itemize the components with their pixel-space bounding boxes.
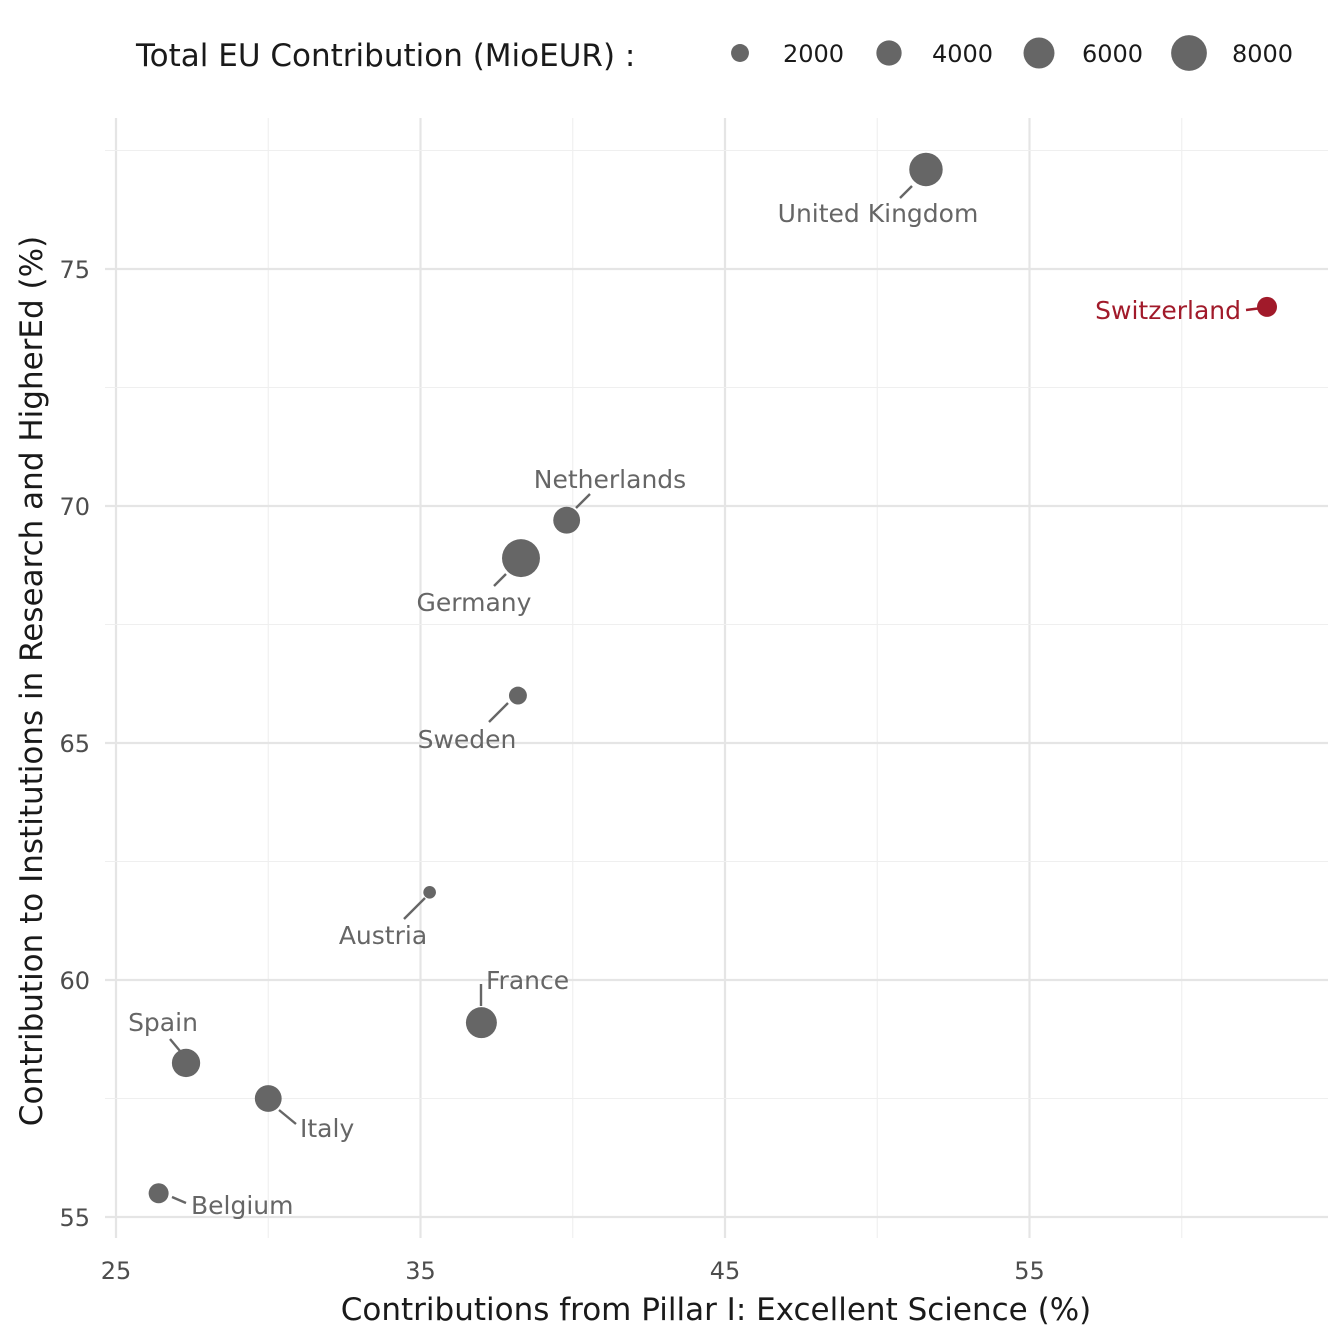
- legend-size-label: 4000: [932, 40, 993, 68]
- legend-size-key: [731, 44, 749, 62]
- x-tick-label: 45: [710, 1257, 741, 1285]
- x-axis-title: Contributions from Pillar I: Excellent S…: [341, 1292, 1092, 1328]
- point-label: Italy: [300, 1114, 354, 1143]
- label-leader-line: [488, 702, 509, 723]
- y-tick-label: 70: [59, 493, 90, 521]
- grid: [105, 118, 1328, 1238]
- data-point: [553, 506, 581, 534]
- data-point: [254, 1085, 282, 1112]
- legend-size-key: [1023, 37, 1055, 69]
- label-leader-line: [278, 1109, 297, 1125]
- x-tick-label: 35: [405, 1257, 436, 1285]
- y-tick-label: 55: [59, 1204, 90, 1232]
- label-leader-line: [169, 1038, 181, 1052]
- legend-title: Total EU Contribution (MioEUR) :: [135, 38, 635, 74]
- point-label: Switzerland: [1095, 296, 1241, 325]
- label-leader-line: [575, 493, 591, 509]
- legend: Total EU Contribution (MioEUR) : 2000 400…: [135, 35, 1293, 74]
- point-label: France: [486, 966, 569, 995]
- point-label: Netherlands: [534, 465, 686, 494]
- x-axis-ticks: 25 35 45 55: [101, 1257, 1045, 1285]
- label-leader-lines: [169, 185, 1263, 1205]
- y-tick-label: 60: [59, 967, 90, 995]
- data-point: [909, 152, 943, 187]
- x-tick-label: 55: [1014, 1257, 1045, 1285]
- label-leader-line: [403, 897, 426, 920]
- data-points: [148, 152, 1278, 1204]
- legend-size-key: [1171, 35, 1207, 71]
- point-label: Belgium: [191, 1191, 294, 1220]
- data-point: [508, 686, 527, 705]
- label-leader-line: [493, 573, 507, 587]
- point-label: United Kingdom: [778, 199, 979, 228]
- x-tick-label: 25: [101, 1257, 132, 1285]
- point-label: Austria: [339, 921, 427, 950]
- point-label: Sweden: [418, 725, 517, 754]
- y-axis-title: Contribution to Institutions in Research…: [14, 236, 50, 1126]
- point-label: Germany: [417, 588, 532, 617]
- point-label: Spain: [128, 1008, 198, 1037]
- y-axis-ticks: 55 60 65 70 75: [59, 256, 90, 1232]
- legend-size-label: 2000: [783, 40, 844, 68]
- legend-size-key: [876, 40, 902, 66]
- legend-size-label: 8000: [1232, 40, 1293, 68]
- legend-size-label: 6000: [1082, 40, 1143, 68]
- data-point: [465, 1007, 497, 1039]
- label-leader-line: [899, 185, 913, 199]
- data-point: [148, 1183, 169, 1204]
- point-labels: United Kingdom Switzerland Netherlands Germ…: [128, 199, 1241, 1220]
- data-point: [1257, 296, 1278, 317]
- y-tick-label: 75: [59, 256, 90, 284]
- label-leader-line: [171, 1195, 187, 1205]
- data-point: [171, 1048, 201, 1078]
- data-point: [502, 539, 540, 578]
- y-tick-label: 65: [59, 730, 90, 758]
- data-point: [423, 885, 436, 899]
